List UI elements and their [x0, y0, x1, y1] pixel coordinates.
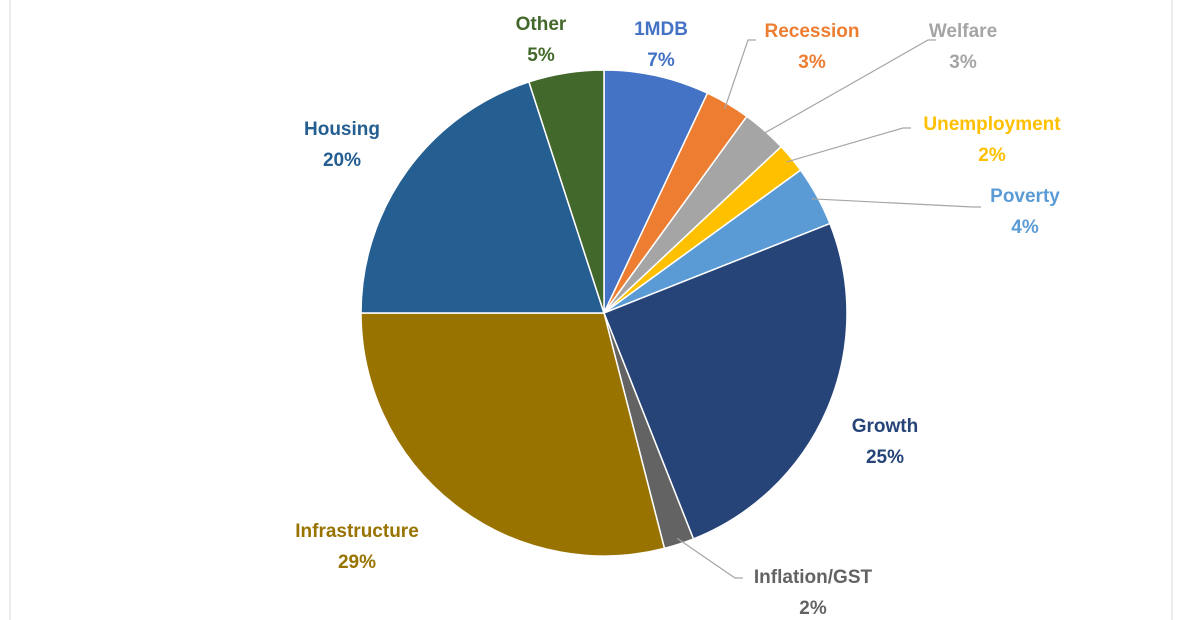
pie-slice — [527, 69, 605, 314]
pie-slice — [360, 80, 606, 314]
leader-line — [811, 198, 981, 208]
slice-label: Unemployment — [923, 114, 1061, 135]
slice-value-label: 3% — [798, 52, 826, 73]
leader-line — [760, 39, 936, 136]
slice-label: Growth — [852, 416, 919, 437]
slice-label: Infrastructure — [295, 521, 419, 542]
leader-line — [724, 39, 756, 110]
slice-value-label: 7% — [647, 50, 675, 71]
slice-value-label: 2% — [799, 598, 827, 619]
slice-value-label: 20% — [323, 150, 361, 171]
pie-slice — [360, 312, 666, 557]
slice-value-label: 3% — [949, 52, 977, 73]
slice-label: 1MDB — [634, 19, 688, 40]
slice-label: Housing — [304, 119, 380, 140]
pie-slice — [603, 222, 848, 540]
slice-label: Other — [516, 14, 567, 35]
slice-value-label: 2% — [978, 145, 1006, 166]
slice-label: Poverty — [990, 186, 1060, 207]
pie-slice — [603, 69, 709, 314]
leader-line — [786, 127, 911, 163]
slice-label: Welfare — [929, 21, 997, 42]
leader-line — [676, 537, 743, 579]
slice-value-label: 25% — [866, 447, 904, 468]
slice-value-label: 29% — [338, 552, 376, 573]
slice-value-label: 4% — [1011, 217, 1039, 238]
slice-label: Inflation/GST — [754, 567, 873, 588]
slice-value-label: 5% — [527, 45, 555, 66]
slice-label: Recession — [764, 21, 859, 42]
chart-frame — [9, 0, 1173, 620]
